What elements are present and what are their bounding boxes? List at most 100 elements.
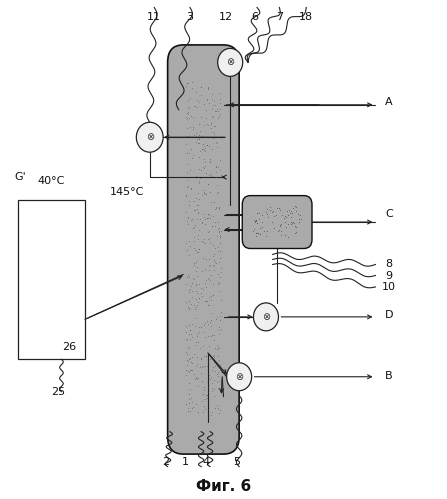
Point bbox=[217, 367, 224, 375]
Point bbox=[210, 122, 217, 130]
Point bbox=[190, 123, 197, 131]
Point bbox=[194, 96, 201, 104]
Point bbox=[257, 230, 264, 238]
Point bbox=[213, 402, 220, 410]
Point bbox=[211, 385, 218, 393]
Point bbox=[188, 84, 195, 92]
Text: 6: 6 bbox=[251, 12, 258, 22]
Point bbox=[207, 239, 214, 247]
Point bbox=[217, 239, 224, 247]
Point bbox=[211, 331, 218, 339]
Point bbox=[213, 315, 220, 323]
Point bbox=[189, 293, 196, 301]
Point bbox=[207, 291, 214, 299]
Point bbox=[207, 276, 214, 284]
Point bbox=[210, 113, 217, 121]
Point bbox=[211, 218, 219, 226]
Point bbox=[211, 97, 218, 105]
Point bbox=[287, 218, 295, 226]
Point bbox=[198, 218, 206, 226]
Point bbox=[185, 355, 192, 363]
Point bbox=[202, 319, 209, 327]
FancyBboxPatch shape bbox=[168, 45, 239, 454]
Point bbox=[215, 258, 223, 266]
Point bbox=[185, 110, 192, 118]
Point bbox=[194, 189, 201, 197]
Point bbox=[217, 247, 224, 254]
Point bbox=[250, 227, 257, 235]
Point bbox=[190, 113, 197, 121]
Point bbox=[209, 134, 216, 142]
Point bbox=[213, 162, 220, 170]
Point bbox=[194, 201, 202, 209]
Point bbox=[200, 386, 207, 394]
Point bbox=[198, 267, 205, 275]
Point bbox=[214, 361, 221, 369]
Point bbox=[214, 370, 221, 378]
Point bbox=[199, 164, 207, 172]
Point bbox=[205, 171, 212, 179]
Point bbox=[205, 121, 212, 129]
Point bbox=[182, 191, 190, 199]
Point bbox=[183, 361, 190, 369]
Point bbox=[202, 405, 209, 413]
Point bbox=[198, 83, 205, 91]
Point bbox=[204, 358, 211, 366]
Point bbox=[192, 172, 199, 180]
Point bbox=[278, 227, 285, 235]
Point bbox=[215, 384, 222, 392]
Point bbox=[204, 362, 211, 370]
Point bbox=[202, 144, 209, 152]
Point bbox=[214, 404, 221, 412]
Point bbox=[192, 373, 199, 381]
Point bbox=[204, 214, 211, 222]
Point bbox=[200, 328, 207, 336]
Point bbox=[183, 109, 190, 117]
Point bbox=[189, 274, 196, 282]
Point bbox=[213, 259, 220, 267]
Point bbox=[195, 131, 202, 139]
Point bbox=[194, 235, 201, 243]
Point bbox=[203, 106, 210, 114]
Point bbox=[263, 206, 270, 214]
Point bbox=[215, 203, 222, 211]
Point bbox=[262, 232, 270, 240]
Point bbox=[193, 353, 200, 361]
Point bbox=[206, 301, 213, 309]
Circle shape bbox=[218, 48, 243, 76]
Point bbox=[193, 287, 200, 295]
Point bbox=[215, 377, 223, 385]
Point bbox=[192, 279, 199, 287]
Point bbox=[216, 406, 224, 414]
Point bbox=[186, 399, 193, 407]
Point bbox=[208, 316, 215, 324]
Point bbox=[217, 263, 224, 271]
Point bbox=[209, 261, 216, 269]
Point bbox=[210, 250, 217, 257]
Point bbox=[217, 228, 224, 236]
Point bbox=[184, 176, 191, 184]
Point bbox=[215, 356, 222, 364]
Point bbox=[200, 390, 207, 398]
Point bbox=[206, 142, 213, 150]
Point bbox=[195, 298, 202, 306]
Point bbox=[214, 341, 221, 349]
Point bbox=[204, 214, 211, 222]
Point bbox=[273, 211, 280, 219]
Point bbox=[183, 168, 190, 176]
Text: 145°C: 145°C bbox=[110, 187, 144, 197]
Point bbox=[210, 256, 217, 264]
Point bbox=[185, 213, 192, 221]
Point bbox=[207, 120, 214, 128]
Point bbox=[252, 216, 259, 224]
Point bbox=[185, 304, 192, 312]
Point bbox=[194, 205, 201, 213]
Point bbox=[200, 145, 207, 153]
Text: 7: 7 bbox=[276, 12, 283, 22]
Point bbox=[207, 332, 214, 340]
Point bbox=[203, 120, 211, 128]
Point bbox=[214, 114, 221, 122]
Point bbox=[185, 321, 192, 329]
Point bbox=[211, 205, 218, 213]
Point bbox=[209, 90, 216, 98]
